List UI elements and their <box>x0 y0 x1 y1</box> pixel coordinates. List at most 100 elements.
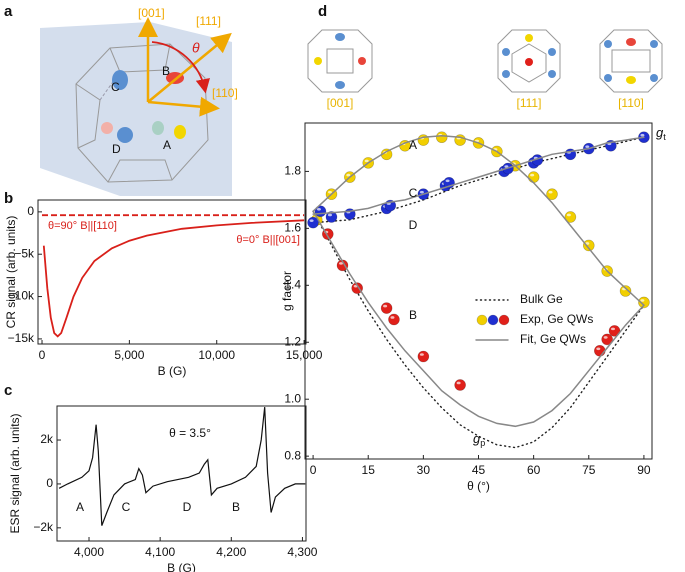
x-tick-label: 75 <box>582 463 596 477</box>
y-axis-label: ESR signal (arb. units) <box>8 413 22 533</box>
symbol: g <box>656 125 664 140</box>
inset-label: [110] <box>618 96 644 110</box>
marker-shine <box>364 159 369 163</box>
y-tick-label: −2k <box>33 520 54 534</box>
marker-shine <box>390 316 395 319</box>
y-tick-label: 2k <box>40 432 54 446</box>
y-axis-label: g factor <box>280 271 294 311</box>
valley <box>604 74 612 82</box>
valley <box>525 58 533 66</box>
subscript-label: gt <box>656 125 666 142</box>
marker-shine <box>548 190 553 194</box>
annotation: C <box>122 500 131 514</box>
marker-shine <box>585 145 590 148</box>
marker-shine <box>640 299 645 302</box>
marker-shine <box>640 133 645 137</box>
x-axis-label: B (G) <box>167 561 196 572</box>
valley <box>358 57 366 65</box>
x-tick-label: 0 <box>310 463 317 477</box>
marker <box>527 171 540 183</box>
annotation: B <box>409 308 417 322</box>
valley <box>335 33 345 41</box>
y-tick-label: 1.6 <box>284 221 301 235</box>
marker <box>594 344 606 357</box>
line <box>58 407 306 526</box>
annotation: D <box>409 218 418 232</box>
annotation: D <box>183 500 192 514</box>
marker-shine <box>445 179 450 183</box>
annotation: A <box>76 500 84 514</box>
edge <box>107 159 173 183</box>
y-tick-label: 1.2 <box>284 334 301 348</box>
valley <box>650 74 658 82</box>
marker-shine <box>596 347 601 351</box>
panel-label: a <box>4 3 13 20</box>
line <box>312 136 645 215</box>
axis-arrow <box>147 96 220 117</box>
line <box>312 136 645 224</box>
x-tick-label: 60 <box>527 463 541 477</box>
annotation: C <box>409 186 418 200</box>
marker-shine <box>327 190 332 194</box>
y-tick-label: 1.0 <box>284 391 301 405</box>
marker-shine <box>327 213 332 217</box>
valley-label: C <box>111 80 120 94</box>
line <box>312 135 645 306</box>
x-tick-label: 30 <box>417 463 431 477</box>
angle-arc <box>151 41 210 94</box>
panel-label: c <box>4 382 12 399</box>
inset-label: [111] <box>517 96 542 110</box>
marker-shine <box>530 173 535 177</box>
x-axis-label: θ (°) <box>467 479 490 493</box>
marker-shine <box>419 353 424 356</box>
panel-label: d <box>318 3 327 20</box>
axis-arrow <box>147 32 232 103</box>
inset-face <box>611 49 651 73</box>
y-tick-label: 0 <box>46 476 53 490</box>
axis-label: [111] <box>196 14 221 28</box>
y-axis-label: CR signal (arb. units) <box>4 216 18 329</box>
x-tick-label: 90 <box>637 463 651 477</box>
x-tick-label: 15 <box>362 463 376 477</box>
axis-label: [110] <box>212 86 238 100</box>
marker-shine <box>346 173 351 177</box>
x-tick-label: 10,000 <box>198 348 235 362</box>
marker-shine <box>309 219 314 222</box>
valley-label: D <box>112 142 121 156</box>
line <box>312 210 645 449</box>
x-axis-label: B (G) <box>158 364 187 378</box>
marker-shine <box>456 381 461 385</box>
y-tick-label: 1.4 <box>284 277 301 291</box>
valley <box>604 40 612 48</box>
valley <box>152 121 164 135</box>
valley <box>626 38 636 46</box>
marker-shine <box>338 262 343 265</box>
valley <box>502 70 510 78</box>
y-tick-label: 1.8 <box>284 164 301 178</box>
marker <box>454 379 466 391</box>
annotation: θ=90° B||[110] <box>48 220 117 232</box>
legend-label: Bulk Ge <box>520 292 563 306</box>
x-tick-label: 4,300 <box>287 545 317 559</box>
valley <box>314 57 322 65</box>
legend-swatch <box>487 314 499 326</box>
subscript-label: gp <box>473 431 485 448</box>
valley <box>174 125 186 139</box>
subscript: t <box>663 132 666 142</box>
legend-swatch <box>476 314 488 326</box>
symbol: g <box>473 431 481 446</box>
diagram-a: [001] [111] [110] θ B C D A <box>40 6 238 196</box>
panel-label: b <box>4 190 13 207</box>
marker-shine <box>566 213 571 217</box>
axis-label: [001] <box>138 6 165 20</box>
marker-shine <box>316 207 321 211</box>
plane <box>40 22 232 196</box>
marker-shine <box>383 304 388 308</box>
inset-face <box>511 43 547 83</box>
valley <box>101 122 113 134</box>
legend-label: Exp, Ge QWs <box>520 312 593 326</box>
line <box>42 219 305 338</box>
angle-label: θ <box>192 40 200 56</box>
marker <box>435 131 448 144</box>
